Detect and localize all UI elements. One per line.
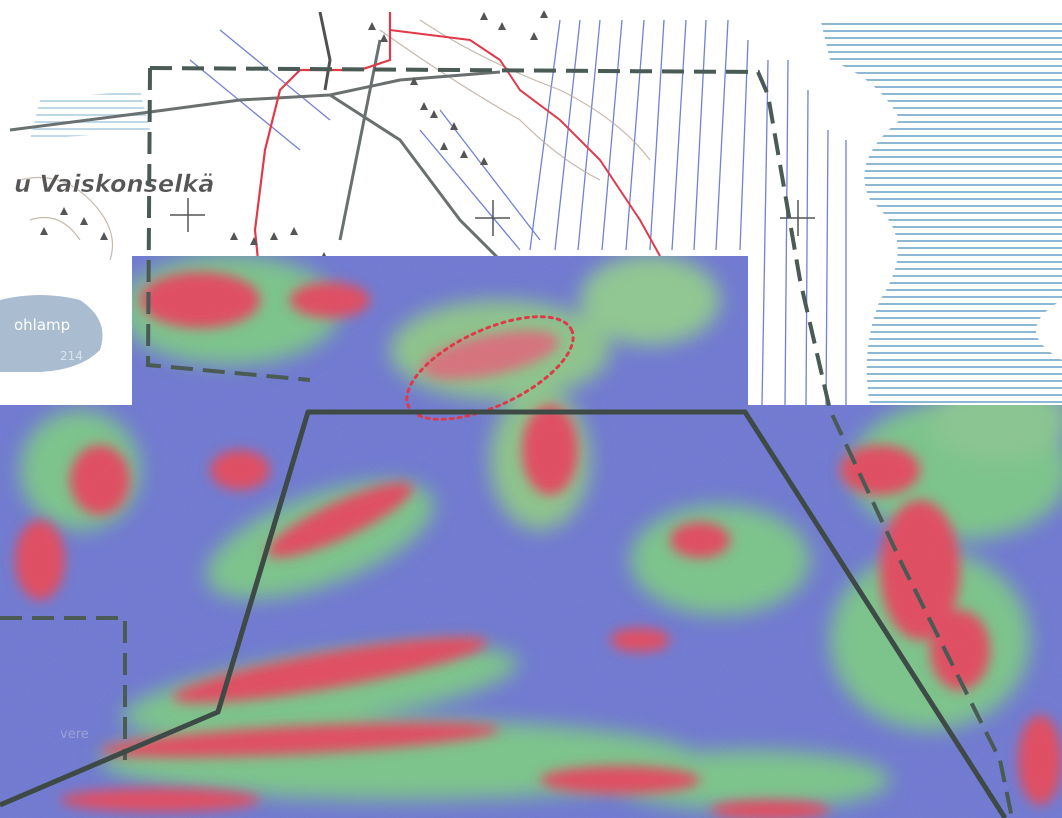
- lake-number-label: 214: [60, 349, 83, 363]
- place-label: u Vaiskonselkä: [14, 170, 214, 198]
- lower-left-label: vere: [60, 727, 89, 742]
- lake-label: ohlamp: [14, 316, 70, 334]
